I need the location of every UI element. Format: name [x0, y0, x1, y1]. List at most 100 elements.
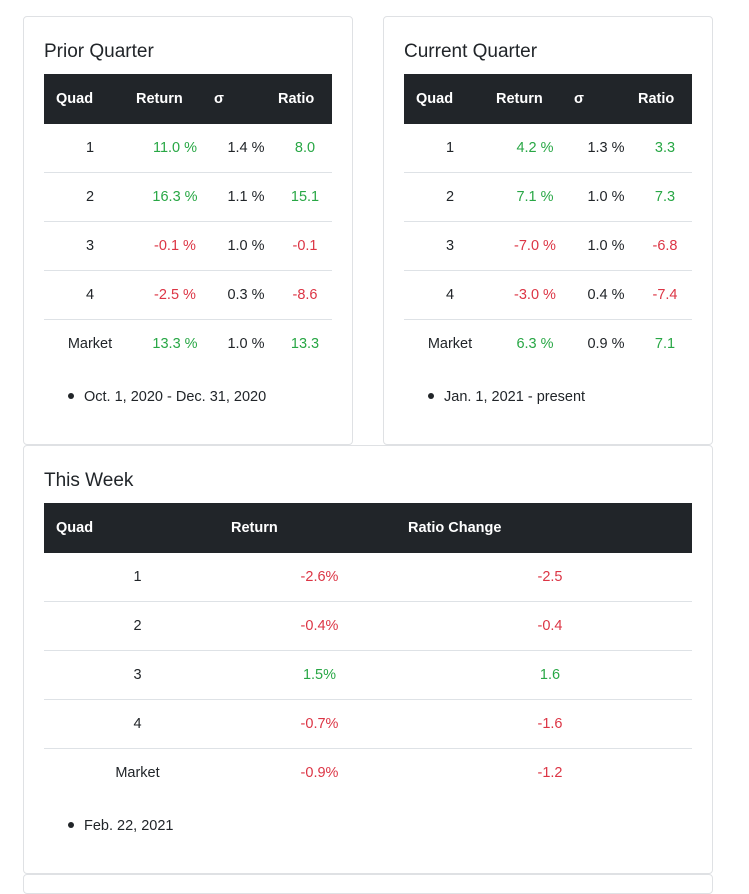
- table-row: Market -0.9% -1.2: [44, 748, 692, 797]
- this-week-table: Quad Return Ratio Change 1 -2.6% -2.5 2 -0.4…: [44, 503, 692, 797]
- sigma-cell: 1.0 %: [574, 221, 638, 271]
- ratio-change-cell: -1.6: [408, 699, 692, 749]
- ratio-cell: -6.8: [638, 221, 692, 271]
- sigma-cell: 0.9 %: [574, 319, 638, 368]
- quad-cell: 1: [85, 140, 95, 156]
- quad-cell: 2: [404, 172, 496, 222]
- prior-quarter-table: Quad Return σ Ratio 1 11.0 % 1.4 % 8.0 2 16.3…: [44, 74, 332, 368]
- col-header-sigma: σ: [214, 91, 224, 107]
- quad-cell: 1: [445, 140, 455, 156]
- table-row: 4 -0.7% -1.6: [44, 699, 692, 749]
- sigma-cell: 1.3 %: [587, 140, 625, 156]
- table-header-row: Quad Return σ Ratio: [44, 74, 332, 124]
- quad-cell: 4: [44, 270, 136, 320]
- date-range-note: Oct. 1, 2020 - Dec. 31, 2020: [68, 389, 266, 405]
- table-row: 3 -0.1 % 1.0 % -0.1: [44, 221, 332, 271]
- sigma-cell: 1.0 %: [214, 221, 278, 271]
- table-row: 1 4.2 % 1.3 % 3.3: [404, 124, 692, 173]
- current-quarter-table: Quad Return σ Ratio 1 4.2 % 1.3 % 3.3 2 7.1 %…: [404, 74, 692, 368]
- col-header-sigma: σ: [574, 91, 584, 107]
- ratio-change-cell: -1.2: [408, 748, 692, 797]
- this-week-card: This Week Quad Return Ratio Change 1 -2.6…: [23, 445, 713, 874]
- ratio-cell: -0.1: [278, 221, 332, 271]
- return-cell: -0.7%: [231, 699, 408, 749]
- quad-cell: 2: [44, 172, 136, 222]
- table-row: 4 -2.5 % 0.3 % -8.6: [44, 270, 332, 320]
- return-cell: -0.9%: [231, 748, 408, 797]
- return-cell: 13.3 %: [136, 319, 214, 368]
- bullet-icon: [428, 393, 434, 400]
- table-row: 2 16.3 % 1.1 % 15.1: [44, 172, 332, 222]
- next-card-edge: [23, 874, 713, 894]
- prior-date-range: Oct. 1, 2020 - Dec. 31, 2020: [84, 389, 267, 405]
- ratio-cell: 15.1: [278, 172, 332, 222]
- ratio-cell: -7.4: [638, 270, 692, 320]
- current-quarter-card: Current Quarter Quad Return σ Ratio 1 4.2…: [383, 16, 713, 445]
- quad-cell: 3: [44, 650, 231, 700]
- table-header-row: Quad Return Ratio Change: [44, 503, 692, 553]
- sigma-cell: 0.4 %: [574, 270, 638, 320]
- table-row: Market 13.3 % 1.0 % 13.3: [44, 319, 332, 368]
- col-header-return: Return: [496, 91, 543, 107]
- quad-cell: Market: [404, 319, 496, 368]
- quad-cell: 1: [133, 569, 142, 585]
- col-header-quad: Quad: [56, 520, 94, 536]
- table-header-row: Quad Return σ Ratio: [404, 74, 692, 124]
- bullet-icon: [68, 393, 74, 400]
- ratio-cell: 7.3: [638, 172, 692, 222]
- col-header-ratio-change: Ratio Change: [408, 520, 502, 536]
- sigma-cell: 0.3 %: [214, 270, 278, 320]
- date-range-note: Jan. 1, 2021 - present: [428, 389, 585, 405]
- quad-cell: Market: [44, 319, 136, 368]
- current-date-range: Jan. 1, 2021 - present: [444, 389, 586, 405]
- ratio-cell: -8.6: [278, 270, 332, 320]
- ratio-cell: 13.3: [278, 319, 332, 368]
- return-cell: 7.1 %: [496, 172, 574, 222]
- prior-quarter-card: Prior Quarter Quad Return σ Ratio 1 11.0 …: [23, 16, 353, 445]
- this-week-title: This Week: [44, 470, 134, 491]
- col-header-quad: Quad: [56, 91, 94, 107]
- col-header-return: Return: [136, 91, 183, 107]
- table-row: 1 11.0 % 1.4 % 8.0: [44, 124, 332, 173]
- return-cell: 1.5%: [231, 650, 408, 700]
- table-row: 3 -7.0 % 1.0 % -6.8: [404, 221, 692, 271]
- return-cell: 6.3 %: [496, 319, 574, 368]
- col-header-return: Return: [231, 520, 278, 536]
- ratio-cell: 8.0: [294, 140, 316, 156]
- week-date: Feb. 22, 2021: [84, 818, 174, 834]
- col-header-ratio: Ratio: [278, 91, 315, 107]
- quad-cell: 4: [404, 270, 496, 320]
- table-row: 1 -2.6% -2.5: [44, 553, 692, 602]
- sigma-cell: 1.1 %: [214, 172, 278, 222]
- ratio-cell: 3.3: [654, 140, 676, 156]
- quad-cell: 3: [404, 221, 496, 271]
- table-row: Market 6.3 % 0.9 % 7.1: [404, 319, 692, 368]
- return-cell: -3.0 %: [496, 270, 574, 320]
- return-cell: 11.0 %: [152, 140, 198, 156]
- col-header-quad: Quad: [416, 91, 454, 107]
- quad-cell: 3: [44, 221, 136, 271]
- table-row: 4 -3.0 % 0.4 % -7.4: [404, 270, 692, 320]
- table-row: 2 -0.4% -0.4: [44, 601, 692, 651]
- table-row: 3 1.5% 1.6: [44, 650, 692, 700]
- sigma-cell: 1.0 %: [574, 172, 638, 222]
- return-cell: -0.1 %: [136, 221, 214, 271]
- quad-cell: 2: [44, 601, 231, 651]
- sigma-cell: 1.4 %: [227, 140, 265, 156]
- table-row: 2 7.1 % 1.0 % 7.3: [404, 172, 692, 222]
- col-header-ratio: Ratio: [638, 91, 675, 107]
- quad-cell: 4: [44, 699, 231, 749]
- prior-quarter-title: Prior Quarter: [44, 41, 154, 62]
- sigma-cell: 1.0 %: [214, 319, 278, 368]
- date-note: Feb. 22, 2021: [68, 818, 174, 834]
- return-cell: -2.6%: [300, 569, 339, 585]
- ratio-cell: 7.1: [638, 319, 692, 368]
- current-quarter-title: Current Quarter: [404, 41, 538, 62]
- ratio-change-cell: 1.6: [408, 650, 692, 700]
- bullet-icon: [68, 822, 74, 829]
- return-cell: -0.4%: [231, 601, 408, 651]
- ratio-change-cell: -0.4: [408, 601, 692, 651]
- return-cell: -7.0 %: [496, 221, 574, 271]
- return-cell: 16.3 %: [136, 172, 214, 222]
- return-cell: -2.5 %: [136, 270, 214, 320]
